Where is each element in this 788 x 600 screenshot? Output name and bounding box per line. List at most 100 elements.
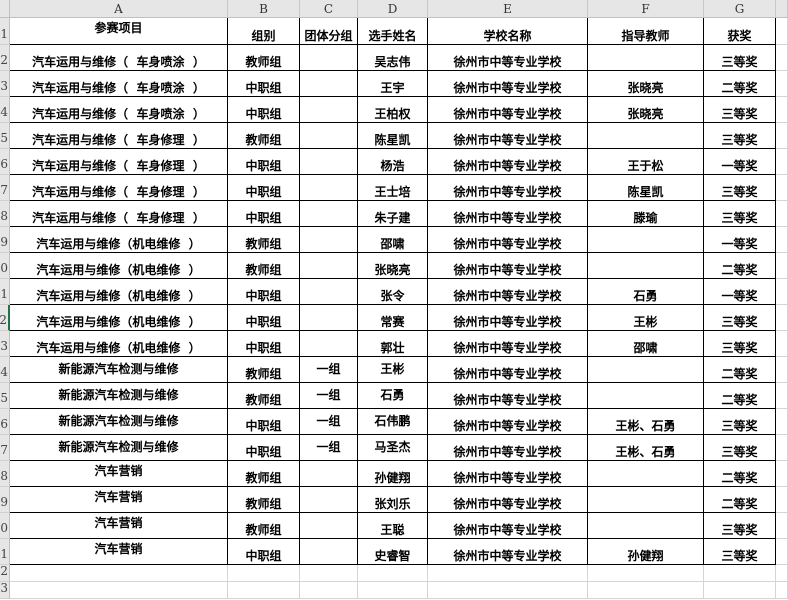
cell-contestant-name[interactable]: 杨浩 (358, 149, 428, 175)
cell[interactable] (704, 582, 776, 599)
cell-project[interactable]: 汽车运用与维修（ 车身喷涂 ） (10, 97, 228, 123)
row-header[interactable]: 21 (0, 539, 10, 565)
cell-contestant-name[interactable]: 郭壮 (358, 331, 428, 357)
row-header[interactable]: 11 (0, 279, 10, 305)
cell-school-name[interactable]: 徐州市中等专业学校 (428, 539, 588, 565)
row-header[interactable]: 14 (0, 357, 10, 383)
cell[interactable] (776, 331, 788, 357)
cell-team-group[interactable] (300, 513, 358, 539)
cell-team-group[interactable] (300, 71, 358, 97)
cell[interactable] (588, 582, 704, 599)
cell[interactable] (776, 582, 788, 599)
cell-school-name[interactable]: 徐州市中等专业学校 (428, 331, 588, 357)
header-cell-c[interactable]: 团体分组 (300, 18, 358, 45)
cell-team-group[interactable] (300, 539, 358, 565)
cell-instructor[interactable]: 张晓亮 (588, 71, 704, 97)
cell-award[interactable]: 二等奖 (704, 253, 776, 279)
cell-award[interactable]: 三等奖 (704, 409, 776, 435)
cell[interactable] (776, 409, 788, 435)
cell-award[interactable]: 一等奖 (704, 149, 776, 175)
cell-award[interactable]: 三等奖 (704, 331, 776, 357)
cell-instructor[interactable]: 王彬、石勇 (588, 435, 704, 461)
cell-instructor[interactable] (588, 227, 704, 253)
cell-school-name[interactable]: 徐州市中等专业学校 (428, 149, 588, 175)
cell-instructor[interactable] (588, 461, 704, 487)
cell[interactable] (776, 45, 788, 71)
cell-award[interactable]: 二等奖 (704, 383, 776, 409)
cell[interactable] (776, 383, 788, 409)
cell-project[interactable]: 新能源汽车检测与维修 (10, 357, 228, 383)
column-header-d[interactable]: D (358, 0, 428, 18)
cell-school-name[interactable]: 徐州市中等专业学校 (428, 201, 588, 227)
cell-project[interactable]: 汽车运用与维修（ 车身喷涂 ） (10, 71, 228, 97)
cell-instructor[interactable]: 陈星凯 (588, 175, 704, 201)
cell-team-group[interactable] (300, 331, 358, 357)
row-header[interactable]: 18 (0, 461, 10, 487)
cell[interactable] (776, 539, 788, 565)
cell-school-name[interactable]: 徐州市中等专业学校 (428, 97, 588, 123)
row-header[interactable]: 1 (0, 18, 10, 45)
cell[interactable] (776, 149, 788, 175)
header-cell-b[interactable]: 组别 (228, 18, 300, 45)
cell-contestant-name[interactable]: 王聪 (358, 513, 428, 539)
cell-instructor[interactable] (588, 513, 704, 539)
column-header-a[interactable]: A (10, 0, 228, 18)
cell-award[interactable]: 三等奖 (704, 97, 776, 123)
cell-contestant-name[interactable]: 马圣杰 (358, 435, 428, 461)
column-header-g[interactable]: G (704, 0, 776, 18)
cell-group[interactable]: 中职组 (228, 409, 300, 435)
header-cell-a[interactable]: 参赛项目 (10, 18, 228, 45)
cell-school-name[interactable]: 徐州市中等专业学校 (428, 487, 588, 513)
cell-award[interactable]: 一等奖 (704, 227, 776, 253)
cell-instructor[interactable]: 王于松 (588, 149, 704, 175)
cell-team-group[interactable] (300, 175, 358, 201)
cell-project[interactable]: 汽车运用与维修（ 车身修理 ） (10, 149, 228, 175)
cell-school-name[interactable]: 徐州市中等专业学校 (428, 513, 588, 539)
cell-group[interactable]: 教师组 (228, 383, 300, 409)
cell-group[interactable]: 中职组 (228, 175, 300, 201)
cell-team-group[interactable] (300, 45, 358, 71)
cell[interactable] (776, 123, 788, 149)
cell-group[interactable]: 教师组 (228, 357, 300, 383)
cell[interactable] (588, 565, 704, 582)
cell-contestant-name[interactable]: 陈星凯 (358, 123, 428, 149)
cell-award[interactable]: 二等奖 (704, 461, 776, 487)
row-header[interactable]: 3 (0, 71, 10, 97)
cell-group[interactable]: 中职组 (228, 97, 300, 123)
cell-instructor[interactable] (588, 383, 704, 409)
cell-group[interactable]: 中职组 (228, 331, 300, 357)
select-all-corner[interactable] (0, 0, 10, 18)
cell-group[interactable]: 中职组 (228, 201, 300, 227)
cell[interactable] (776, 487, 788, 513)
cell-contestant-name[interactable]: 王彬 (358, 357, 428, 383)
row-header[interactable]: 6 (0, 149, 10, 175)
cell-school-name[interactable]: 徐州市中等专业学校 (428, 45, 588, 71)
cell-group[interactable]: 教师组 (228, 123, 300, 149)
cell-group[interactable]: 中职组 (228, 305, 300, 331)
cell[interactable] (776, 305, 788, 331)
cell-award[interactable]: 三等奖 (704, 513, 776, 539)
cell-team-group[interactable] (300, 279, 358, 305)
cell-school-name[interactable]: 徐州市中等专业学校 (428, 227, 588, 253)
column-header-c[interactable]: C (300, 0, 358, 18)
cell-instructor[interactable] (588, 45, 704, 71)
cell-school-name[interactable]: 徐州市中等专业学校 (428, 383, 588, 409)
header-cell-e[interactable]: 学校名称 (428, 18, 588, 45)
cell[interactable] (776, 253, 788, 279)
cell-team-group[interactable] (300, 253, 358, 279)
row-header[interactable]: 16 (0, 409, 10, 435)
cell-group[interactable]: 中职组 (228, 435, 300, 461)
cell-group[interactable]: 教师组 (228, 45, 300, 71)
cell-project[interactable]: 汽车营销 (10, 487, 228, 513)
cell[interactable] (776, 461, 788, 487)
cell-contestant-name[interactable]: 常赛 (358, 305, 428, 331)
cell-team-group[interactable] (300, 305, 358, 331)
cell-instructor[interactable]: 王彬 (588, 305, 704, 331)
cell-project[interactable]: 汽车运用与维修（机电维修 ） (10, 279, 228, 305)
cell-school-name[interactable]: 徐州市中等专业学校 (428, 71, 588, 97)
cell-instructor[interactable] (588, 487, 704, 513)
row-header[interactable]: 2 (0, 45, 10, 71)
cell-team-group[interactable]: 一组 (300, 435, 358, 461)
column-header-e[interactable]: E (428, 0, 588, 18)
cell-group[interactable]: 教师组 (228, 513, 300, 539)
